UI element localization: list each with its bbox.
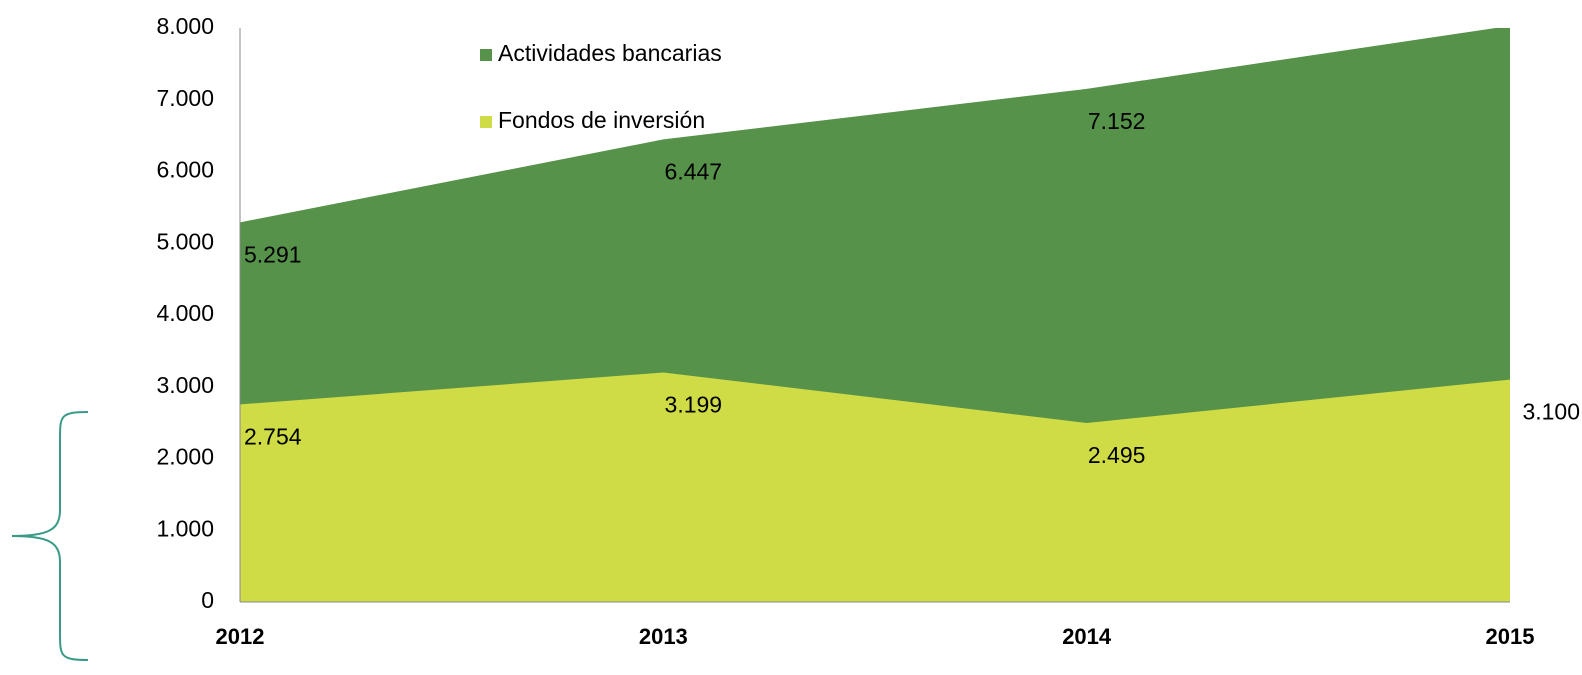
brace [11,411,89,661]
x-tick-label: 2015 [1486,624,1535,649]
legend-label: Fondos de inversión [498,107,705,133]
y-tick-label: 8.000 [156,13,214,39]
data-label: 7.152 [1088,108,1146,134]
x-tick-label: 2012 [216,624,265,649]
y-tick-label: 2.000 [156,444,214,470]
area [240,372,1510,602]
y-tick-label: 0 [201,587,214,613]
y-tick-label: 5.000 [156,228,214,254]
y-tick-label: 6.000 [156,157,214,183]
y-tick-label: 3.000 [156,372,214,398]
data-label: 6.447 [665,159,723,185]
data-label: 2.754 [244,423,302,449]
data-label: 3.100 [1522,399,1580,425]
legend-swatch [480,116,492,128]
legend-label: Actividades bancarias [498,40,722,66]
y-tick-label: 1.000 [156,515,214,541]
legend-swatch [480,49,492,61]
y-tick-label: 4.000 [156,300,214,326]
data-label: 3.199 [665,392,723,418]
y-tick-label: 7.000 [156,85,214,111]
x-tick-label: 2013 [639,624,688,649]
data-label: 2.495 [1088,442,1146,468]
x-tick-label: 2014 [1062,624,1112,649]
data-label: 5.291 [244,241,302,267]
